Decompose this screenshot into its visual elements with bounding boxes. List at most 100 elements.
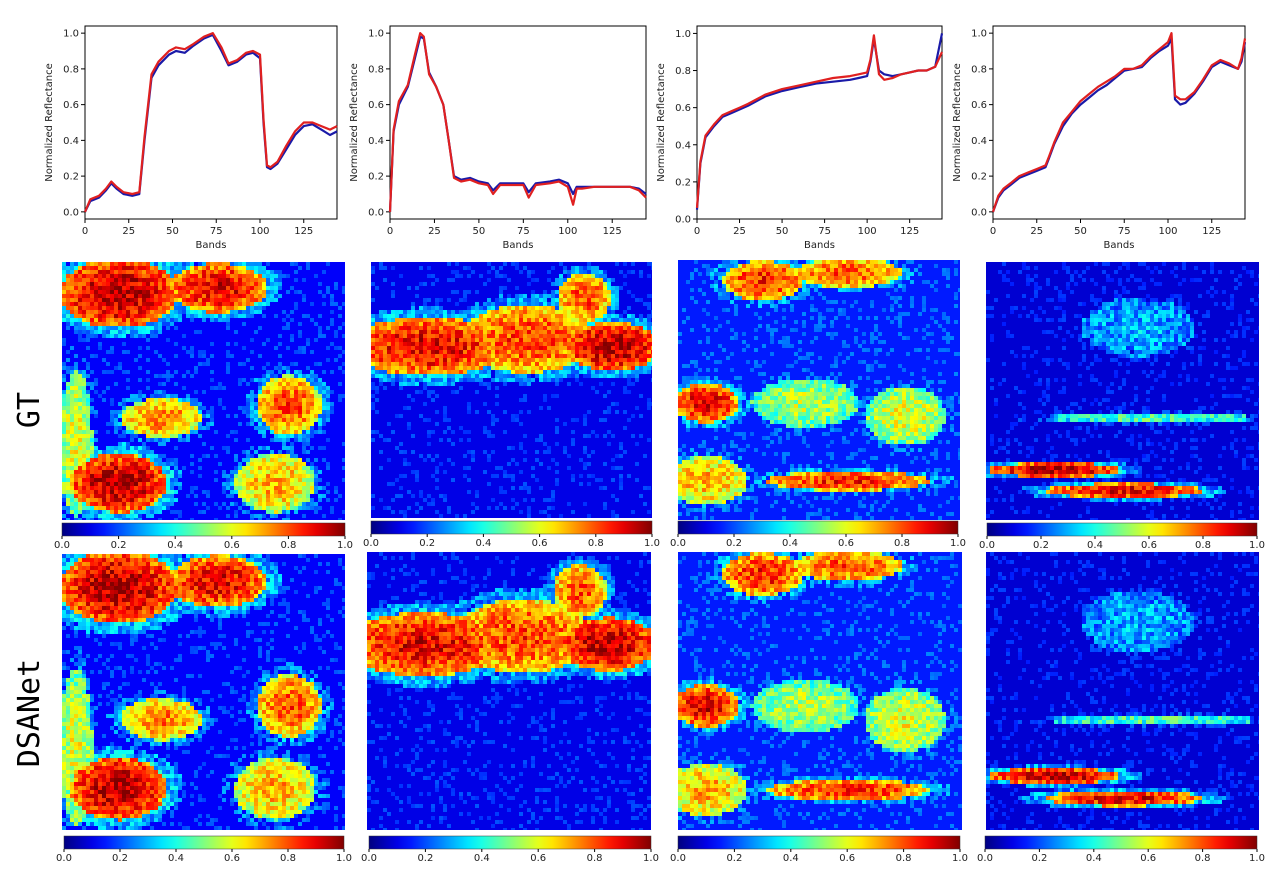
colorbar-gt-2: 0.0 0.2 0.4 0.6 0.8 1.0 <box>363 520 660 551</box>
x-tick-label: 0 <box>387 226 393 237</box>
x-tick-label: 0 <box>82 226 88 237</box>
y-tick-label: 0.6 <box>368 100 384 111</box>
colorbar-tick-label: 1.0 <box>952 853 968 864</box>
spectrum-plot-1-svg: 0 25 50 75 100 125 0.0 0.2 0.4 0.6 0.8 1.0 Bands Norm… <box>44 25 338 251</box>
y-tick-label: 0.8 <box>971 64 987 75</box>
x-tick-label: 100 <box>858 226 877 237</box>
y-tick-label: 0.2 <box>675 177 691 188</box>
colorbar-gradient <box>63 835 345 850</box>
y-tick-label: 1.0 <box>675 29 691 40</box>
x-tick-label: 75 <box>517 226 530 237</box>
colorbar-tick-label: 1.0 <box>643 853 659 864</box>
y-axis-label: Normalized Reflectance <box>44 63 55 182</box>
y-tick-label: 0.4 <box>675 140 691 151</box>
colorbar-tick-label: 0.2 <box>1033 540 1049 551</box>
x-tick-label: 50 <box>473 226 486 237</box>
dsanet-map-4 <box>986 552 1259 830</box>
gt-map-1 <box>62 262 345 520</box>
colorbar-dsanet-4: 0.0 0.2 0.4 0.6 0.8 1.0 <box>977 835 1265 866</box>
colorbar-tick-label: 0.8 <box>1195 540 1211 551</box>
colorbar-tick-label: 0.8 <box>894 538 910 549</box>
spectrum-plot-4-svg: 0 25 50 75 100 125 0.0 0.2 0.4 0.6 0.8 1.0 Bands Norm… <box>952 25 1247 251</box>
colorbar-tick-label: 0.4 <box>474 853 490 864</box>
y-tick-label: 0.6 <box>971 100 987 111</box>
colorbar-tick-label: 1.0 <box>1249 540 1265 551</box>
x-axis-label: Bands <box>1104 240 1135 251</box>
colorbar-gradient <box>61 522 346 537</box>
y-tick-label: 0.4 <box>63 136 79 147</box>
colorbar-tick-label: 1.0 <box>950 538 966 549</box>
colorbar-tick-label: 0.8 <box>1195 853 1211 864</box>
y-tick-label: 0.0 <box>368 207 384 218</box>
colorbar-tick-label: 1.0 <box>336 853 352 864</box>
colorbar-tick-label: 0.2 <box>726 853 742 864</box>
colorbar-gradient <box>677 520 959 535</box>
x-axis-label: Bands <box>804 240 835 251</box>
dsanet-map-1 <box>62 554 345 830</box>
x-tick-label: 125 <box>1202 226 1221 237</box>
dsanet-map-3 <box>678 552 962 830</box>
row-label-gt: GT <box>12 391 47 429</box>
colorbar-tick-label: 0.0 <box>56 853 72 864</box>
x-tick-label: 125 <box>294 226 313 237</box>
colorbar-tick-label: 0.2 <box>111 540 127 551</box>
colorbar-tick-label: 0.4 <box>782 538 798 549</box>
colorbar-gradient <box>986 522 1258 537</box>
x-tick-label: 0 <box>990 226 996 237</box>
gt-map-4 <box>986 262 1259 520</box>
colorbar-tick-label: 0.6 <box>224 853 240 864</box>
colorbar-tick-label: 0.4 <box>167 540 183 551</box>
colorbar-tick-label: 0.8 <box>587 853 603 864</box>
colorbar-tick-label: 0.0 <box>977 853 993 864</box>
x-tick-label: 50 <box>1074 226 1087 237</box>
colorbar-tick-label: 0.0 <box>54 540 70 551</box>
colorbar-gradient <box>370 520 653 535</box>
colorbar-tick-label: 0.4 <box>783 853 799 864</box>
colorbar-tick-label: 0.8 <box>588 538 604 549</box>
y-tick-label: 0.6 <box>675 103 691 114</box>
series-line-2 <box>388 31 647 212</box>
x-tick-label: 100 <box>558 226 577 237</box>
y-tick-label: 0.8 <box>675 66 691 77</box>
y-axis-label: Normalized Reflectance <box>656 63 667 182</box>
spectrum-plot-3: 0 25 50 75 100 125 0.0 0.2 0.4 0.6 0.8 1.0 Bands Norm… <box>614 0 954 260</box>
series-line-2 <box>83 31 338 213</box>
colorbar-tick-label: 0.6 <box>224 540 240 551</box>
abundance-map-cells <box>986 552 1259 830</box>
colorbar-tick-label: 0.2 <box>726 538 742 549</box>
x-axis-label: Bands <box>503 240 534 251</box>
x-tick-label: 0 <box>694 226 700 237</box>
colorbar-tick-label: 0.4 <box>1086 853 1102 864</box>
abundance-map-cells <box>678 552 962 830</box>
series-line-2 <box>695 34 943 208</box>
y-tick-label: 0.2 <box>368 172 384 183</box>
x-axis-label: Bands <box>196 240 227 251</box>
colorbar-tick-label: 0.6 <box>838 538 854 549</box>
series-line-1 <box>388 35 647 212</box>
spectrum-plot-4: 0 25 50 75 100 125 0.0 0.2 0.4 0.6 0.8 1.0 Bands Norm… <box>910 0 1260 260</box>
colorbar-gradient <box>368 835 652 850</box>
colorbar-tick-label: 0.0 <box>363 538 379 549</box>
y-tick-label: 0.0 <box>675 215 691 226</box>
y-tick-label: 1.0 <box>368 29 384 40</box>
gt-map-2 <box>371 262 652 518</box>
x-tick-label: 50 <box>166 226 179 237</box>
x-tick-label: 25 <box>733 226 746 237</box>
x-tick-label: 100 <box>250 226 269 237</box>
x-tick-label: 75 <box>818 226 831 237</box>
abundance-map-cells <box>371 262 652 518</box>
x-tick-label: 125 <box>603 226 622 237</box>
dsanet-map-2 <box>367 552 651 830</box>
row-label-dsanet: DSANet <box>12 658 47 768</box>
y-tick-label: 0.0 <box>63 207 79 218</box>
plot-axes-frame <box>992 25 1246 220</box>
colorbar-tick-label: 0.6 <box>1141 540 1157 551</box>
colorbar-tick-label: 0.8 <box>280 853 296 864</box>
y-tick-label: 0.2 <box>971 172 987 183</box>
y-axis-label: Normalized Reflectance <box>952 63 963 182</box>
colorbar-tick-label: 0.2 <box>419 538 435 549</box>
colorbar-tick-label: 0.6 <box>839 853 855 864</box>
abundance-map-cells <box>367 552 651 830</box>
colorbar-tick-label: 1.0 <box>644 538 660 549</box>
x-tick-label: 50 <box>776 226 789 237</box>
